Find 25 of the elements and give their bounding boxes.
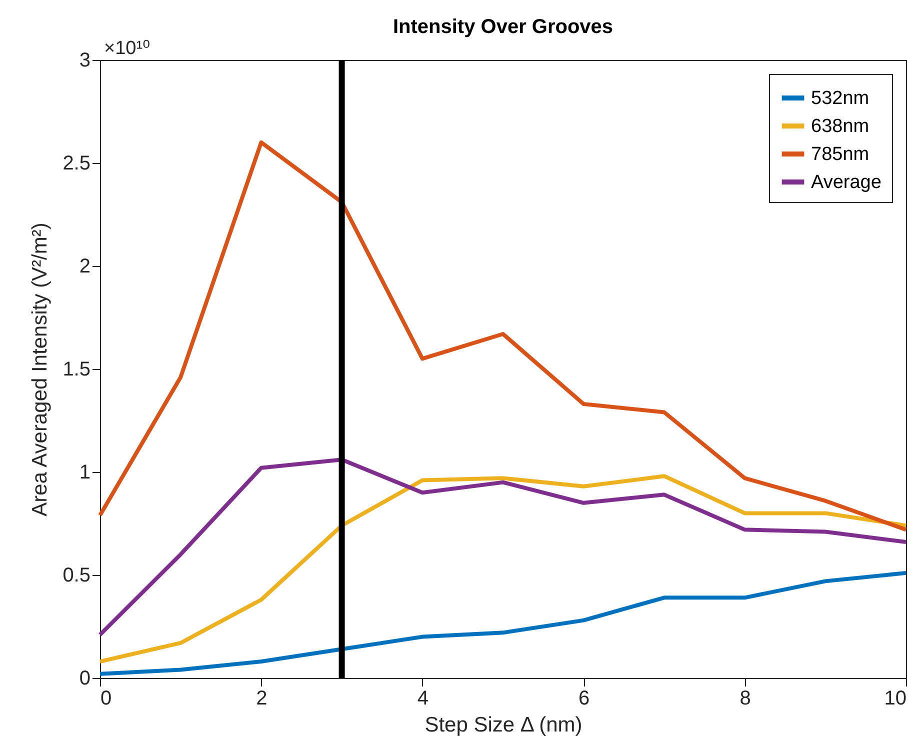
x-axis-title: Step Size Δ (nm) (424, 714, 582, 736)
legend-label: 532nm (811, 88, 870, 109)
x-tick-label: 2 (256, 688, 268, 710)
y-tick-label: 2.5 (62, 152, 90, 174)
x-tick-label: 6 (578, 688, 590, 710)
legend-label: 785nm (811, 144, 870, 165)
y-tick-label: 1.5 (62, 358, 90, 380)
y-tick-label: 2 (79, 256, 90, 278)
chart-title: Intensity Over Grooves (392, 16, 614, 38)
line-series (98, 474, 908, 664)
legend-label: Average (811, 172, 882, 193)
y-axis-title: Area Averaged Intensity (V²/m²) (28, 222, 52, 516)
y-tick-label: 0 (79, 668, 90, 690)
x-tick-label: 8 (740, 688, 751, 710)
line-series (98, 140, 908, 532)
line-series (98, 570, 908, 676)
line-series (98, 458, 908, 637)
y-tick-label: 1 (79, 462, 90, 484)
x-tick-label: 4 (417, 688, 428, 710)
y-tick-label: 3 (79, 50, 90, 72)
text: ×10¹⁰ (104, 38, 150, 59)
y-tick-label: 0.5 (62, 564, 90, 586)
legend-label: 638nm (811, 116, 870, 137)
x-tick-label: 10 (884, 688, 906, 710)
x-tick-label: 0 (100, 688, 112, 710)
